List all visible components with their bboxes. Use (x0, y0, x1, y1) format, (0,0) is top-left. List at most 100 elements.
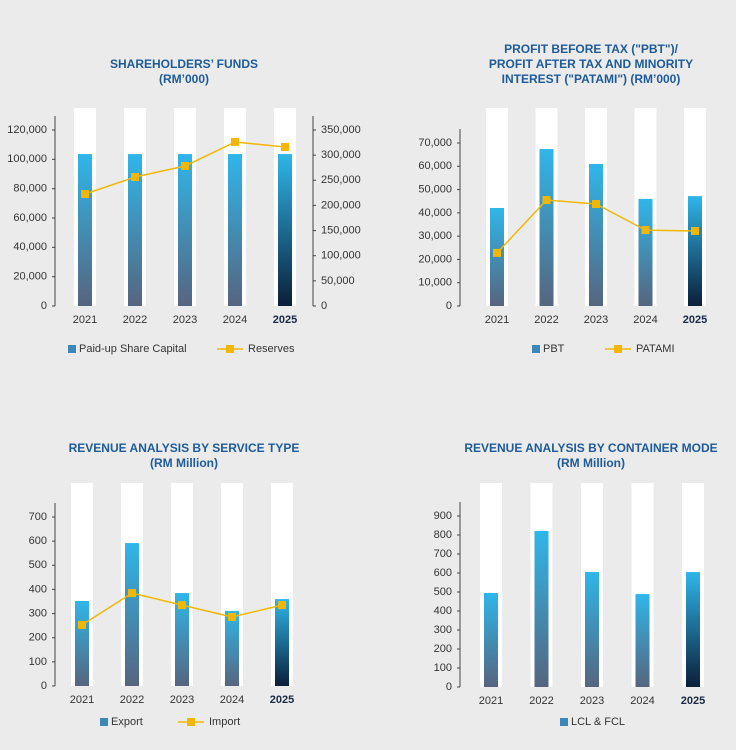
legend-label: Reserves (248, 343, 295, 355)
legend-swatch (226, 345, 234, 353)
line-marker (181, 162, 189, 171)
line-marker (542, 196, 551, 205)
line-marker (281, 142, 289, 151)
legend-swatch (68, 345, 76, 353)
x-tick-label: 2025 (681, 695, 705, 707)
bar (178, 154, 192, 306)
y-tick-label: 100 (434, 662, 452, 674)
x-tick-label: 2022 (120, 694, 144, 706)
y-tick-label: 0 (41, 680, 47, 692)
y-tick-label: 100,000 (321, 250, 361, 262)
chart-panel: PROFIT BEFORE TAX ("PBT")/PROFIT AFTER T… (418, 42, 707, 355)
line-marker (278, 601, 286, 610)
y-tick-label: 300 (434, 624, 452, 636)
chart-title: REVENUE ANALYSIS BY SERVICE TYPE (69, 441, 300, 455)
x-tick-label: 2021 (485, 314, 509, 326)
y-tick-label: 20,000 (13, 271, 47, 283)
x-tick-label: 2024 (220, 694, 244, 706)
chart-panel: SHAREHOLDERS’ FUNDS(RM’000) 0 20,000 40,000… (7, 57, 361, 355)
chart-panel: REVENUE ANALYSIS BY SERVICE TYPE(RM Mill… (29, 441, 300, 728)
x-tick-label: 2023 (580, 695, 604, 707)
line-marker (81, 190, 89, 199)
bar (275, 599, 289, 686)
chart-title: (RM Million) (557, 456, 625, 470)
bar (128, 154, 142, 306)
bar (638, 198, 653, 306)
y-tick-label: 80,000 (13, 183, 47, 195)
legend-swatch (100, 718, 108, 726)
y-tick-label: 500 (434, 586, 452, 598)
x-tick-label: 2024 (633, 314, 657, 326)
y-tick-label: 200,000 (321, 199, 361, 211)
y-tick-label: 0 (41, 300, 47, 312)
y-tick-label: 400 (29, 583, 47, 595)
y-tick-label: 400 (434, 605, 452, 617)
legend-swatch (560, 718, 568, 726)
y-tick-label: 60,000 (13, 212, 47, 224)
x-tick-label: 2022 (534, 314, 558, 326)
y-tick-label: 300 (29, 607, 47, 619)
y-tick-label: 350,000 (321, 124, 361, 136)
x-tick-label: 2025 (273, 314, 297, 326)
line-marker (641, 226, 650, 235)
y-tick-label: 500 (29, 559, 47, 571)
bar (490, 207, 504, 306)
chart-title: INTEREST ("PATAMI") (RM’000) (502, 72, 681, 86)
y-tick-label: 200 (434, 643, 452, 655)
bar (225, 610, 239, 686)
x-tick-label: 2021 (70, 694, 94, 706)
x-tick-label: 2022 (123, 314, 147, 326)
y-tick-label: 100,000 (7, 153, 47, 165)
chart-title: REVENUE ANALYSIS BY CONTAINER MODE (464, 441, 717, 455)
y-tick-label: 30,000 (418, 230, 452, 242)
legend-label: Export (111, 716, 143, 728)
y-tick-label: 50,000 (418, 183, 452, 195)
legend-label: LCL & FCL (571, 716, 625, 728)
y-tick-label: 50,000 (321, 275, 355, 287)
y-tick-label: 70,000 (418, 137, 452, 149)
bar (278, 154, 292, 306)
line-marker (228, 612, 236, 621)
y-tick-label: 300,000 (321, 149, 361, 161)
bar (589, 163, 603, 306)
x-tick-label: 2023 (173, 314, 197, 326)
line-marker (592, 200, 600, 209)
y-tick-label: 60,000 (418, 160, 452, 172)
y-tick-label: 0 (446, 681, 452, 693)
chart-title: SHAREHOLDERS’ FUNDS (110, 57, 258, 71)
y-tick-label: 20,000 (418, 253, 452, 265)
y-tick-label: 0 (321, 300, 327, 312)
x-tick-label: 2022 (529, 695, 553, 707)
legend-label: PBT (543, 343, 565, 355)
y-tick-label: 800 (434, 529, 452, 541)
line-marker (178, 601, 186, 610)
line-marker (78, 620, 86, 629)
legend-swatch (614, 345, 622, 353)
bar (534, 531, 549, 687)
chart-title: (RM Million) (150, 456, 218, 470)
y-tick-label: 40,000 (418, 207, 452, 219)
x-tick-label: 2021 (479, 695, 503, 707)
legend-swatch (187, 718, 195, 726)
legend-label: Paid-up Share Capital (79, 343, 187, 355)
y-tick-label: 10,000 (418, 277, 452, 289)
chart-title: PROFIT AFTER TAX AND MINORITY (489, 57, 693, 71)
bar (228, 154, 242, 306)
bar (125, 543, 139, 686)
y-tick-label: 200 (29, 632, 47, 644)
y-tick-label: 150,000 (321, 224, 361, 236)
bar (686, 572, 700, 687)
chart-panel: REVENUE ANALYSIS BY CONTAINER MODE(RM Mi… (434, 441, 718, 728)
line-marker (691, 227, 699, 236)
x-tick-label: 2023 (584, 314, 608, 326)
line-marker (493, 248, 501, 257)
bar (635, 594, 650, 687)
bar (78, 154, 92, 306)
y-tick-label: 600 (434, 567, 452, 579)
y-tick-label: 250,000 (321, 174, 361, 186)
legend-label: PATAMI (636, 343, 675, 355)
chart-title: PROFIT BEFORE TAX ("PBT")/ (504, 42, 678, 56)
